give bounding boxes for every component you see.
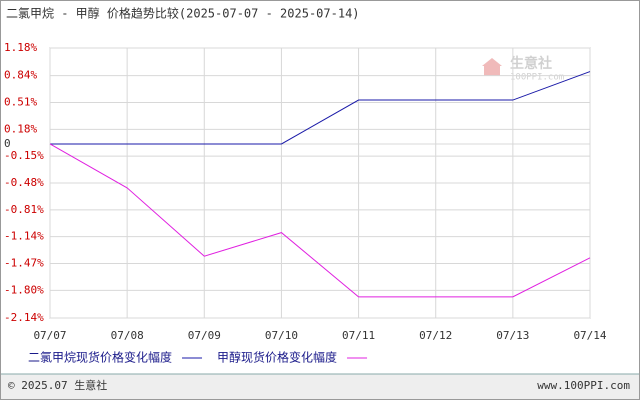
footer-site: www.100PPI.com <box>537 379 630 392</box>
watermark-site: 100PPI.com <box>510 73 564 83</box>
watermark: 生意社 100PPI.com <box>482 55 564 83</box>
y-tick-label: 0 <box>4 137 11 150</box>
x-tick-label: 07/12 <box>419 329 452 342</box>
x-tick-label: 07/13 <box>496 329 529 342</box>
y-tick-label: 1.18% <box>4 41 37 54</box>
watermark-name: 生意社 <box>510 55 552 72</box>
y-tick-label: 0.84% <box>4 69 37 82</box>
x-tick-label: 07/08 <box>111 329 144 342</box>
y-tick-label: -1.80% <box>4 283 44 296</box>
y-tick-label: 0.18% <box>4 122 37 135</box>
y-tick-label: -0.15% <box>4 149 44 162</box>
chart-title: 二氯甲烷 - 甲醇 价格趋势比较(2025-07-07 - 2025-07-14… <box>6 6 360 21</box>
y-tick-label: 0.51% <box>4 95 37 108</box>
x-tick-label: 07/07 <box>33 329 66 342</box>
legend-label: 二氯甲烷现货价格变化幅度 <box>28 350 172 365</box>
y-tick-label: -2.14% <box>4 311 44 324</box>
x-tick-label: 07/11 <box>342 329 375 342</box>
y-tick-label: -1.14% <box>4 230 44 243</box>
x-tick-label: 07/14 <box>573 329 606 342</box>
x-tick-label: 07/09 <box>188 329 221 342</box>
y-tick-label: -0.48% <box>4 176 44 189</box>
series-line <box>49 143 591 298</box>
footer-copyright: © 2025.07 生意社 <box>8 378 107 392</box>
footer-bar <box>1 374 639 399</box>
x-tick-label: 07/10 <box>265 329 298 342</box>
y-tick-label: -0.81% <box>4 203 44 216</box>
series-line <box>50 71 591 145</box>
legend-label: 甲醇现货价格变化幅度 <box>217 350 337 365</box>
watermark-logo <box>482 58 502 76</box>
y-tick-label: -1.47% <box>4 257 44 270</box>
